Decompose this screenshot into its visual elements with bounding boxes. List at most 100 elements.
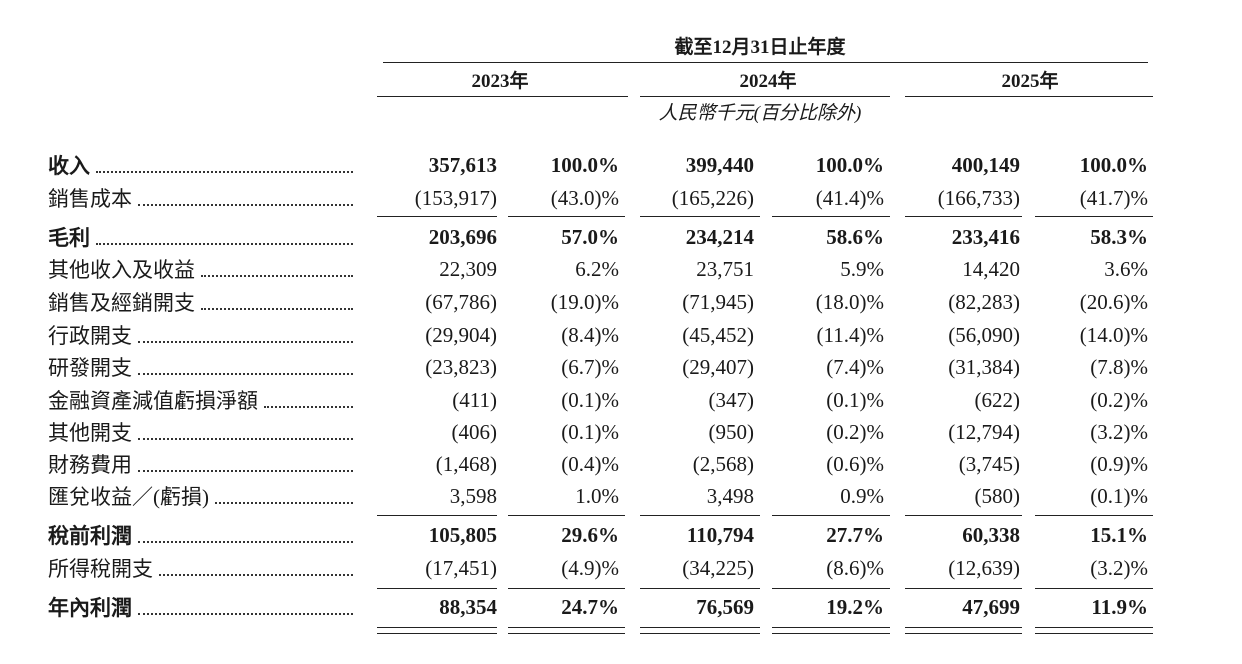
sum-rule — [905, 588, 1022, 589]
cell: 3.6% — [1104, 257, 1148, 281]
cell: 23,751 — [696, 257, 754, 281]
sum-rule — [1035, 216, 1153, 217]
cell: 11.9% — [1091, 595, 1148, 619]
sum-rule — [640, 515, 760, 516]
total-rule — [905, 633, 1022, 634]
dot-leader — [201, 275, 353, 277]
label-text: 毛利 — [48, 226, 90, 250]
cell: (0.1)% — [1090, 484, 1148, 508]
dot-leader — [159, 574, 353, 576]
cell: 14,420 — [962, 257, 1020, 281]
row-label: 收入 — [48, 150, 353, 180]
cell: 58.3% — [1090, 225, 1148, 249]
dot-leader — [138, 541, 353, 543]
cell: 76,569 — [696, 595, 754, 619]
cell: (41.4)% — [815, 186, 884, 210]
period-header: 截至12月31日止年度 — [674, 37, 846, 58]
dot-leader — [138, 613, 353, 615]
year-rule — [377, 96, 628, 97]
cell: 27.7% — [826, 523, 884, 547]
sum-rule — [1035, 515, 1153, 516]
label-text: 年內利潤 — [48, 596, 132, 620]
year-header: 2025年 — [1001, 71, 1059, 92]
sum-rule — [772, 588, 890, 589]
cell: (43.0)% — [550, 186, 619, 210]
cell: (29,407) — [682, 355, 754, 379]
sum-rule — [640, 216, 760, 217]
label-text: 財務費用 — [48, 453, 132, 477]
cell: (166,733) — [937, 186, 1020, 210]
sum-rule — [508, 588, 625, 589]
total-rule — [377, 627, 497, 628]
row-label: 銷售及經銷開支 — [48, 287, 353, 317]
total-rule — [640, 627, 760, 628]
cell: 234,214 — [685, 225, 754, 249]
row-label: 其他收入及收益 — [48, 254, 353, 284]
label-text: 所得稅開支 — [48, 557, 153, 581]
cell: 203,696 — [428, 225, 497, 249]
cell: (8.6)% — [826, 556, 884, 580]
cell: (0.2)% — [826, 420, 884, 444]
row-label: 財務費用 — [48, 449, 353, 479]
row-label: 金融資產減值虧損淨額 — [48, 385, 353, 415]
cell: (20.6)% — [1079, 290, 1148, 314]
sum-rule — [508, 515, 625, 516]
sum-rule — [772, 515, 890, 516]
label-text: 其他收入及收益 — [48, 258, 195, 282]
cell: (3.2)% — [1090, 556, 1148, 580]
total-rule — [1035, 627, 1153, 628]
cell: (18.0)% — [815, 290, 884, 314]
sum-rule — [1035, 588, 1153, 589]
cell: 105,805 — [428, 523, 497, 547]
cell: 58.6% — [826, 225, 884, 249]
label-text: 銷售及經銷開支 — [48, 291, 195, 315]
cell: (14.0)% — [1079, 323, 1148, 347]
cell: (31,384) — [948, 355, 1020, 379]
cell: (11.4)% — [816, 323, 884, 347]
cell: (3,745) — [958, 452, 1020, 476]
sum-rule — [640, 588, 760, 589]
dot-leader — [138, 373, 353, 375]
sum-rule — [508, 216, 625, 217]
cell: 22,309 — [439, 257, 497, 281]
cell: 0.9% — [840, 484, 884, 508]
total-rule — [1035, 633, 1153, 634]
label-text: 行政開支 — [48, 324, 132, 348]
cell: (406) — [451, 420, 498, 444]
cell: (3.2)% — [1090, 420, 1148, 444]
row-label: 研發開支 — [48, 352, 353, 382]
cell: (950) — [708, 420, 755, 444]
cell: (0.6)% — [826, 452, 884, 476]
cell: (0.1)% — [561, 388, 619, 412]
dot-leader — [138, 438, 353, 440]
cell: (0.2)% — [1090, 388, 1148, 412]
sum-rule — [905, 515, 1022, 516]
total-rule — [772, 633, 890, 634]
cell: 57.0% — [561, 225, 619, 249]
row-label: 行政開支 — [48, 320, 353, 350]
row-label: 所得稅開支 — [48, 553, 353, 583]
cell: 400,149 — [951, 153, 1020, 177]
cell: (29,904) — [425, 323, 497, 347]
cell: 233,416 — [951, 225, 1020, 249]
cell: (12,639) — [948, 556, 1020, 580]
cell: (7.8)% — [1090, 355, 1148, 379]
cell: (56,090) — [948, 323, 1020, 347]
sum-rule — [377, 588, 497, 589]
total-rule — [640, 633, 760, 634]
label-text: 研發開支 — [48, 356, 132, 380]
dot-leader — [264, 406, 353, 408]
cell: (7.4)% — [826, 355, 884, 379]
cell: 88,354 — [439, 595, 497, 619]
cell: 100.0% — [815, 153, 884, 177]
cell: 47,699 — [962, 595, 1020, 619]
cell: (411) — [452, 388, 497, 412]
cell: 6.2% — [575, 257, 619, 281]
row-label: 年內利潤 — [48, 592, 353, 622]
row-label: 毛利 — [48, 222, 353, 252]
cell: (0.1)% — [561, 420, 619, 444]
cell: (4.9)% — [561, 556, 619, 580]
cell: (622) — [974, 388, 1021, 412]
label-text: 稅前利潤 — [48, 524, 132, 548]
